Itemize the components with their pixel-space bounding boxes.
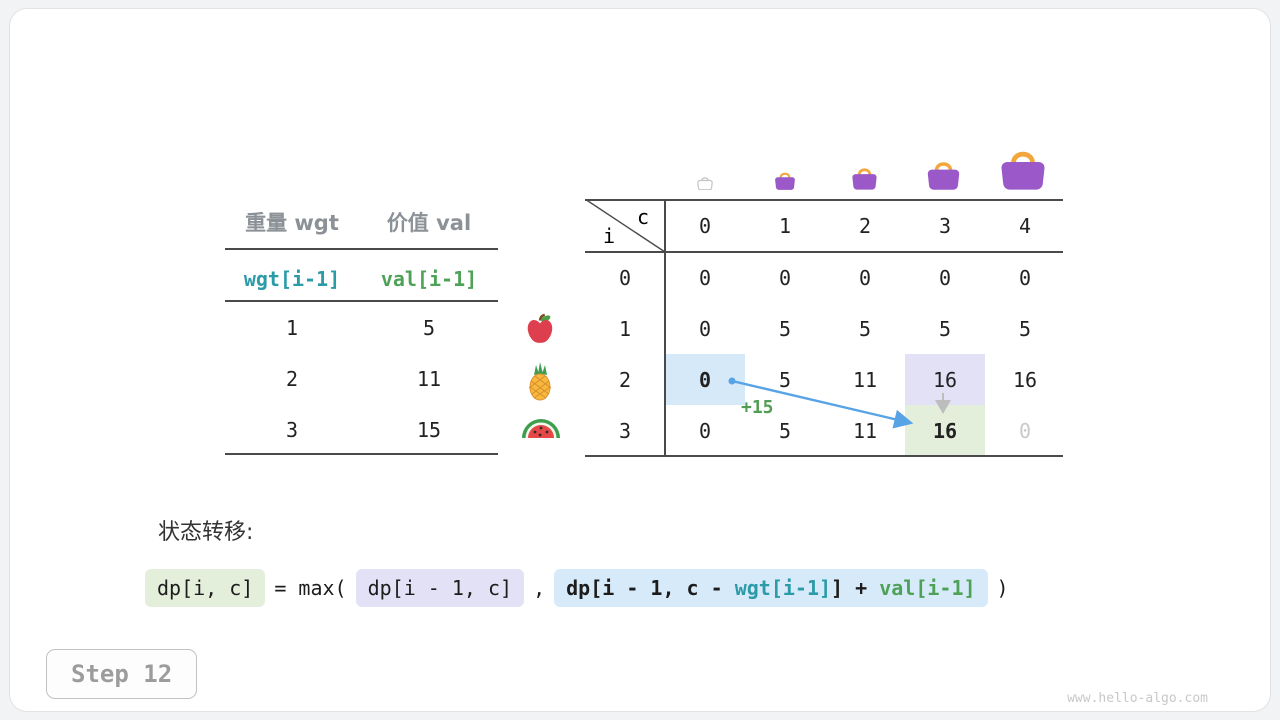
- dp-cell: 0: [778, 265, 792, 290]
- dp-cell: 0: [938, 265, 952, 290]
- dp-cell: 5: [778, 316, 792, 341]
- handbag-capacity-0-icon: [697, 175, 713, 194]
- dp-rule-bottom: [585, 455, 1063, 457]
- dp-cell: 5: [1018, 316, 1032, 341]
- formula-option2-mid: ] +: [831, 576, 880, 600]
- formula-option2-box: dp[i - 1, c - wgt[i-1]] + val[i-1]: [554, 569, 988, 607]
- formula-comma: ,: [533, 576, 546, 600]
- dp-rule-vertical: [664, 199, 666, 456]
- dp-corner-row-label: i: [603, 224, 616, 248]
- dp-cell: 0: [698, 418, 712, 443]
- dp-rule-top: [585, 199, 1063, 201]
- dp-cell: 0: [858, 265, 872, 290]
- items-col-value-header: 价值 val: [386, 211, 472, 235]
- formula-result-box: dp[i, c]: [145, 569, 266, 607]
- handbag-capacity-2-icon: [851, 165, 878, 194]
- dp-col-header: 1: [778, 213, 792, 238]
- dp-cell: 5: [778, 418, 792, 443]
- dp-corner-col-label: c: [636, 205, 649, 229]
- item-weight: 2: [285, 367, 299, 391]
- items-table-rule-bottom: [225, 453, 498, 455]
- handbag-capacity-3-icon: [926, 158, 961, 194]
- dp-cell: 5: [858, 316, 872, 341]
- handbag-capacity-4-icon: [999, 146, 1047, 194]
- dp-col-header: 3: [938, 213, 952, 238]
- value-gain-label: +15: [741, 397, 774, 418]
- dp-cell-highlight-current: 16: [905, 405, 985, 456]
- dp-cell: 5: [938, 316, 952, 341]
- dp-col-header: 0: [698, 213, 712, 238]
- pineapple-icon: [522, 361, 558, 401]
- items-table-rule-top: [225, 248, 498, 250]
- items-formula-weight: wgt[i-1]: [243, 267, 341, 291]
- dp-cell: 16: [1012, 367, 1038, 392]
- item-value: 11: [416, 367, 442, 391]
- item-value: 15: [416, 418, 442, 442]
- formula-option2-val: val[i-1]: [879, 576, 976, 600]
- watermelon-icon: [520, 415, 562, 441]
- items-formula-value: val[i-1]: [380, 267, 478, 291]
- apple-icon: [523, 312, 557, 346]
- dp-cell: 11: [852, 367, 878, 392]
- dp-cell: 0: [698, 316, 712, 341]
- dp-corner-cell: c i: [585, 199, 665, 252]
- formula-operator: = max(: [274, 576, 347, 600]
- dp-row-label: 3: [618, 418, 632, 443]
- formula-option1-box: dp[i - 1, c]: [355, 569, 525, 607]
- items-table-rule-mid: [225, 300, 498, 302]
- state-transition-heading: 状态转移:: [158, 520, 254, 545]
- item-weight: 1: [285, 316, 299, 340]
- dp-cell-pending: 0: [1018, 418, 1032, 443]
- dp-row-label: 0: [618, 265, 632, 290]
- state-transition-formula: dp[i, c] = max( dp[i - 1, c] , dp[i - 1,…: [145, 569, 1009, 607]
- dp-cell-highlight-above: 16: [905, 354, 985, 405]
- dp-row-label: 1: [618, 316, 632, 341]
- dp-cell-highlight-source: 0: [665, 354, 745, 405]
- items-col-weight-header: 重量 wgt: [245, 211, 339, 235]
- handbag-capacity-1-icon: [774, 170, 796, 194]
- dp-row-label: 2: [618, 367, 632, 392]
- dp-col-header: 4: [1018, 213, 1032, 238]
- formula-close-paren: ): [996, 576, 1009, 600]
- formula-option2-wgt: wgt[i-1]: [734, 576, 832, 600]
- dp-col-header: 2: [858, 213, 872, 238]
- dp-cell: 0: [1018, 265, 1032, 290]
- watermark: www.hello-algo.com: [1067, 691, 1208, 706]
- formula-option2-prefix: dp[i - 1, c -: [566, 576, 735, 600]
- dp-cell: 11: [852, 418, 878, 443]
- item-value: 5: [422, 316, 436, 340]
- step-badge: Step 12: [46, 649, 198, 699]
- dp-rule-header: [585, 251, 1063, 253]
- canvas-card: 重量 wgt 价值 val wgt[i-1] val[i-1] 1 5 2 11…: [9, 8, 1271, 712]
- dp-cell: 0: [698, 265, 712, 290]
- item-weight: 3: [285, 418, 299, 442]
